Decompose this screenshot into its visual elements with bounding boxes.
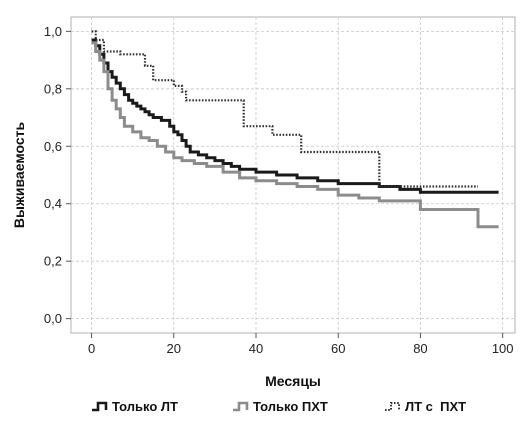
x-tick-label: 80 <box>413 341 427 356</box>
x-tick-label: 0 <box>88 341 95 356</box>
x-tick-label: 100 <box>492 341 514 356</box>
y-tick-label: 0,6 <box>44 139 62 154</box>
grid <box>71 17 515 333</box>
y-tick-label: 1,0 <box>44 24 62 39</box>
y-tick-label: 0,8 <box>44 81 62 96</box>
series-lines <box>91 30 499 229</box>
series-2-line <box>91 41 499 229</box>
y-tick-label: 0,4 <box>44 196 62 211</box>
series-1-legend-label: Только ЛТ <box>112 399 178 414</box>
x-tick-label: 20 <box>167 341 181 356</box>
y-tick-label: 0,2 <box>44 254 62 269</box>
series-3-line <box>91 30 478 188</box>
y-axis-title: Выживаемость <box>11 122 27 229</box>
x-tick-label: 40 <box>249 341 263 356</box>
series-3-legend-swatch <box>385 402 400 411</box>
series-3-legend-label: ЛТ с ПХТ <box>405 399 466 414</box>
y-tick-label: 0,0 <box>44 311 62 326</box>
legend: Только ЛТ Только ПХТ ЛТ с ПХТ <box>92 399 466 414</box>
series-2-legend-label: Только ПХТ <box>253 399 328 414</box>
series-2-legend-swatch <box>233 401 249 412</box>
series-1-legend-swatch <box>92 401 108 412</box>
x-tick-label: 60 <box>331 341 345 356</box>
series-1-line <box>91 38 499 194</box>
axis-ticks: 0 20 40 60 80 100 0,0 0,2 0,4 0,6 0,8 1,0 <box>44 24 514 356</box>
x-axis-title: Месяцы <box>265 373 321 389</box>
